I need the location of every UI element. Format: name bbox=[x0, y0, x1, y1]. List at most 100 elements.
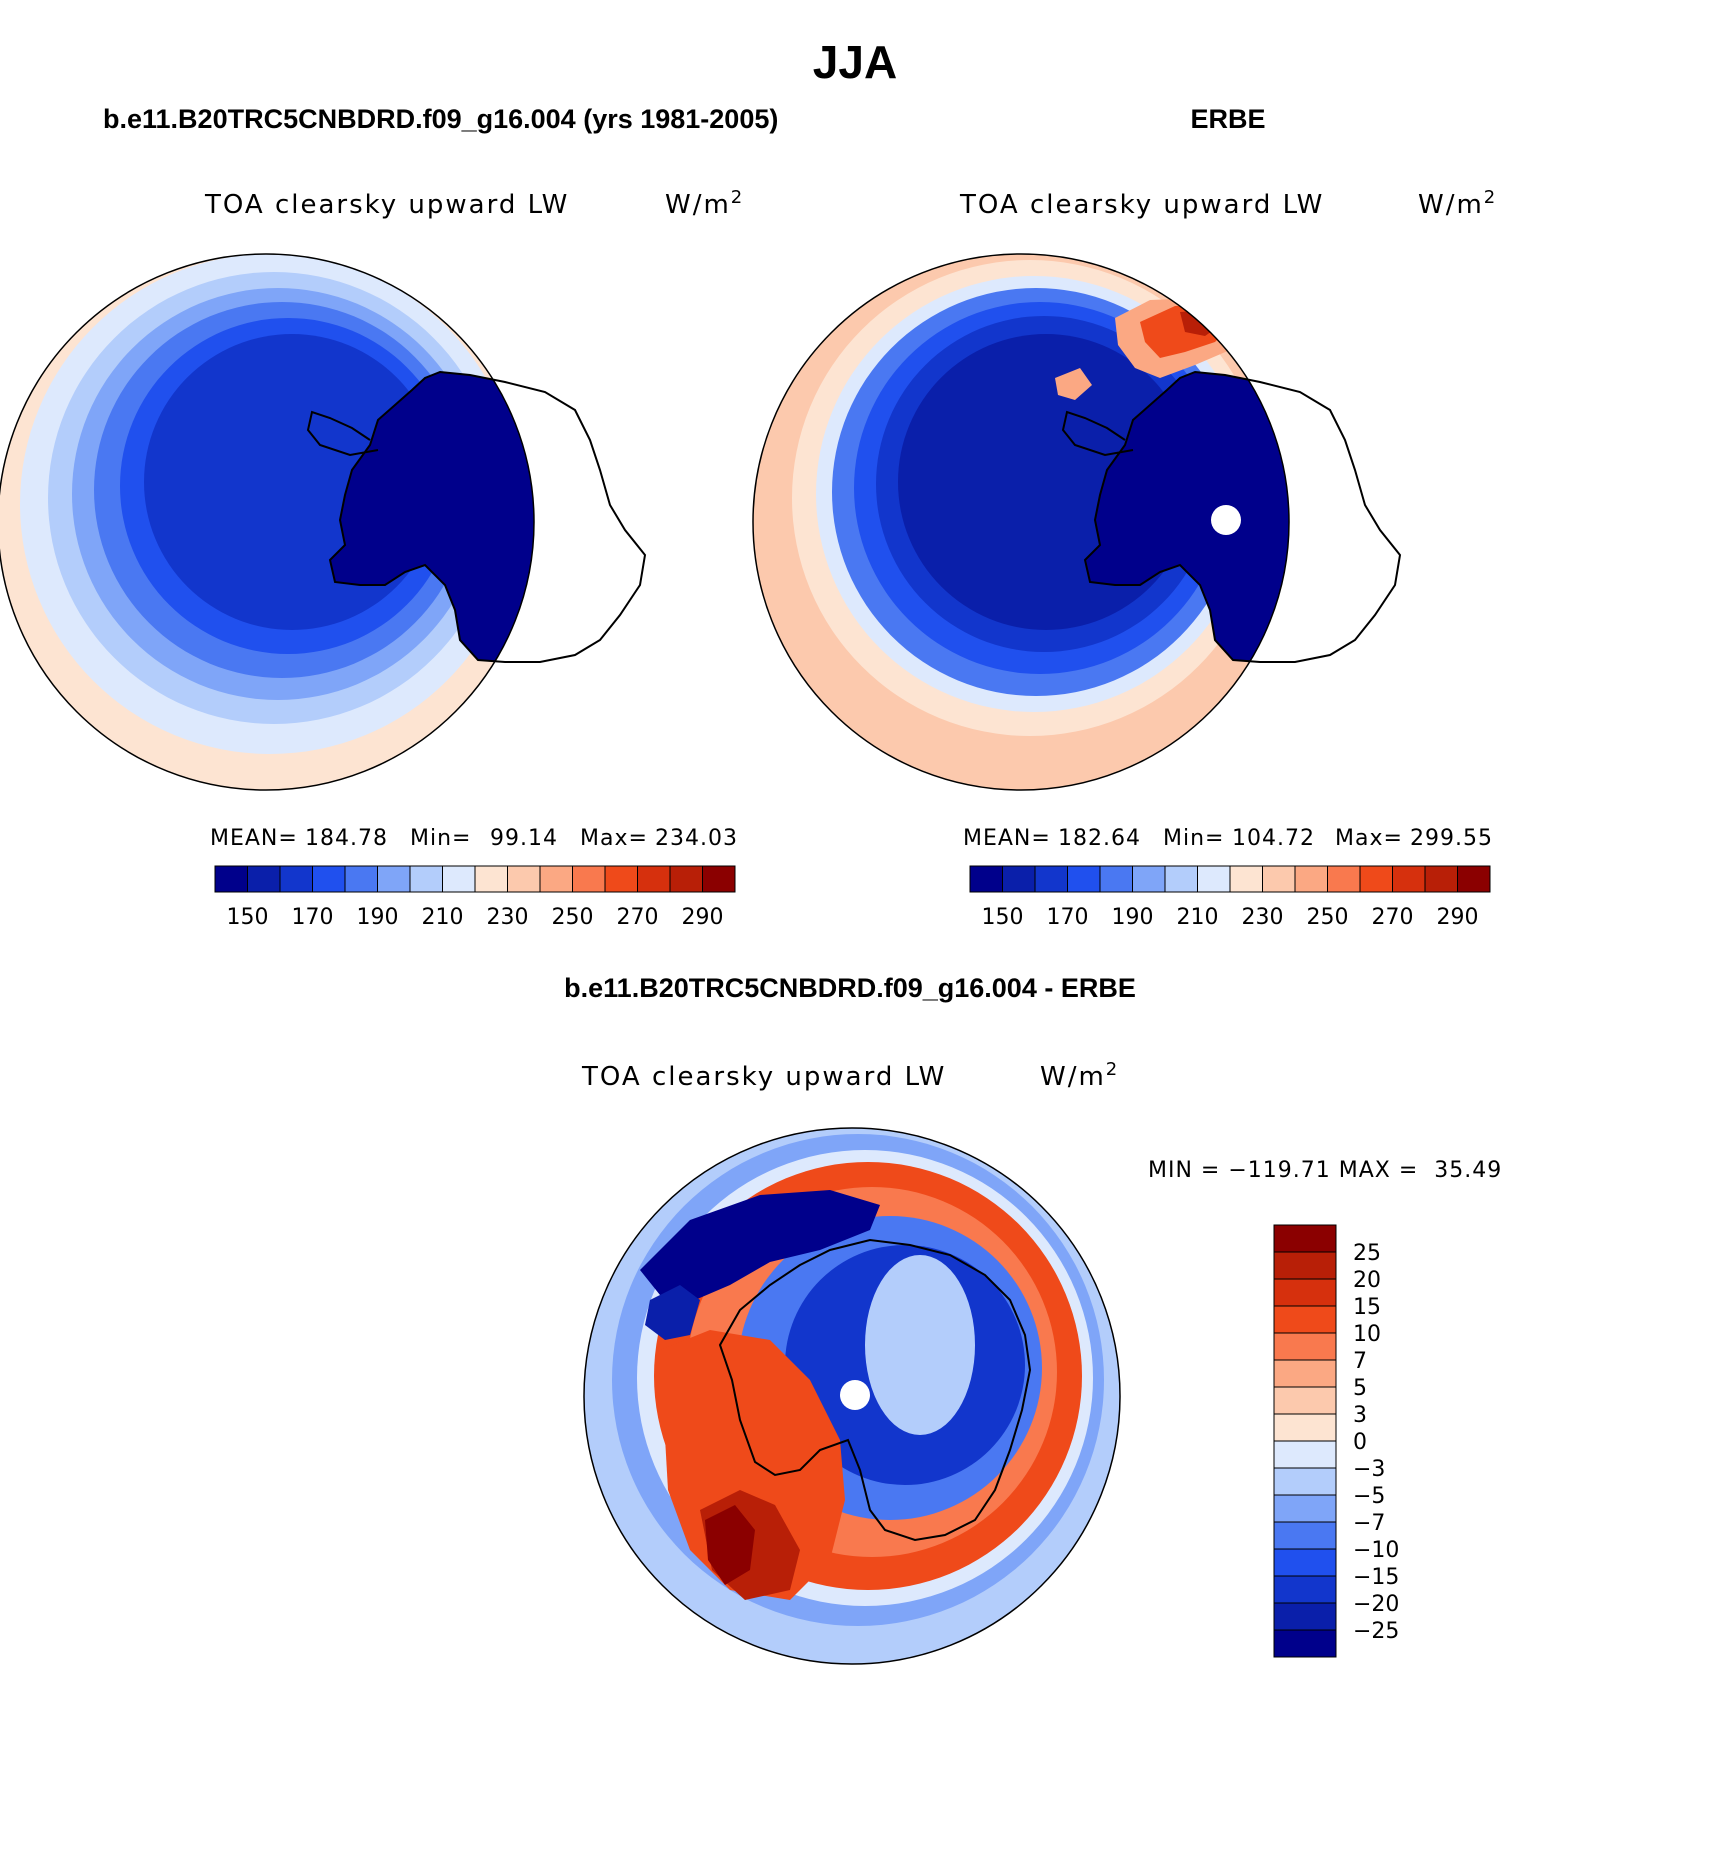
colorbar-obs-tick-label: 210 bbox=[1177, 905, 1219, 930]
colorbar-model-tick-label: 190 bbox=[357, 905, 399, 930]
colorbar-diff-swatch bbox=[1273, 1305, 1337, 1334]
panel-model-units-base: W/m bbox=[665, 190, 731, 220]
panel-model-title: b.e11.B20TRC5CNBDRD.f09_g16.004 (yrs 198… bbox=[103, 104, 778, 134]
colorbar-model-tick-label: 230 bbox=[487, 905, 529, 930]
colorbar-diff-tick-label: 25 bbox=[1353, 1241, 1381, 1266]
colorbar-diff-swatch bbox=[1273, 1413, 1337, 1442]
panel-obs-min: 104.72 bbox=[1232, 826, 1315, 851]
map-obs-warm-blob-core bbox=[1180, 310, 1225, 336]
colorbar-diff-swatch bbox=[1273, 1386, 1337, 1415]
colorbar-model-swatch bbox=[604, 865, 638, 893]
colorbar-obs-tick-label: 290 bbox=[1437, 905, 1479, 930]
colorbar-diff-tick-label: 10 bbox=[1353, 1322, 1381, 1347]
panel-obs-mean-label: MEAN= bbox=[963, 826, 1051, 851]
colorbar-diff-tick-label: −25 bbox=[1353, 1619, 1399, 1644]
colorbar-model-swatch bbox=[507, 865, 541, 893]
map-diff-coastline bbox=[718, 1238, 1032, 1542]
map-obs-border bbox=[752, 253, 1290, 791]
map-diff-warm-blob-core bbox=[705, 1505, 755, 1585]
panel-obs-units: W/m2 bbox=[1418, 187, 1497, 220]
colorbar-obs-swatch bbox=[1034, 865, 1068, 893]
panel-diff: b.e11.B20TRC5CNBDRD.f09_g16.004 - ERBE T… bbox=[564, 973, 1502, 1665]
colorbar-obs-swatch bbox=[1002, 865, 1036, 893]
colorbar-obs-swatch bbox=[1359, 865, 1393, 893]
panel-diff-units-exp: 2 bbox=[1106, 1059, 1119, 1080]
panel-obs-variable: TOA clearsky upward LW bbox=[959, 190, 1324, 220]
panel-model-min-label: Min= bbox=[410, 826, 471, 851]
colorbar-model-tick-label: 150 bbox=[227, 905, 269, 930]
panel-model: b.e11.B20TRC5CNBDRD.f09_g16.004 (yrs 198… bbox=[0, 104, 778, 930]
colorbar-diff-tick-label: 7 bbox=[1353, 1349, 1367, 1374]
colorbar-diff-tick-label: 5 bbox=[1353, 1376, 1367, 1401]
colorbar-model-swatch bbox=[344, 865, 378, 893]
colorbar-diff-swatch bbox=[1273, 1494, 1337, 1523]
map-obs-coastline bbox=[1061, 370, 1402, 663]
panel-diff-variable: TOA clearsky upward LW bbox=[581, 1062, 946, 1092]
panel-obs-units-base: W/m bbox=[1418, 190, 1484, 220]
colorbar-obs-swatch bbox=[1132, 865, 1166, 893]
colorbar-model-swatch bbox=[279, 865, 313, 893]
map-obs-warm-spot bbox=[1055, 368, 1092, 400]
panel-obs-mean: 182.64 bbox=[1058, 826, 1141, 851]
colorbar-obs-tick-label: 190 bbox=[1112, 905, 1154, 930]
figure-title: JJA bbox=[813, 36, 897, 88]
panel-diff-stats: MIN = −119.71 MAX = 35.49 bbox=[1148, 1158, 1502, 1183]
colorbar-model-swatch bbox=[377, 865, 411, 893]
colorbar-obs-tick-label: 230 bbox=[1242, 905, 1284, 930]
colorbar-diff-tick-label: −5 bbox=[1353, 1484, 1385, 1509]
panel-diff-units: W/m2 bbox=[1040, 1059, 1119, 1092]
colorbar-model-swatch bbox=[442, 865, 476, 893]
colorbar-diff-swatch bbox=[1273, 1467, 1337, 1496]
panel-obs-title: ERBE bbox=[1190, 104, 1265, 134]
colorbar-model-swatch bbox=[669, 865, 703, 893]
panel-model-max: 234.03 bbox=[655, 826, 738, 851]
colorbar-obs-swatch bbox=[1099, 865, 1133, 893]
map-obs-antarctica-fill bbox=[1085, 372, 1289, 662]
colorbar-obs-swatch bbox=[1294, 865, 1328, 893]
colorbar-diff-swatch bbox=[1273, 1548, 1337, 1577]
map-obs-pole-hole bbox=[1211, 505, 1241, 535]
colorbar-model-swatch bbox=[539, 865, 573, 893]
map-obs bbox=[753, 254, 1289, 790]
panel-model-units: W/m2 bbox=[665, 187, 744, 220]
colorbar-obs-swatch bbox=[1197, 865, 1231, 893]
colorbar-diff-swatch bbox=[1273, 1278, 1337, 1307]
colorbar-model-swatch bbox=[702, 865, 736, 893]
map-diff-cold-blob-core bbox=[640, 1190, 880, 1300]
colorbar-diff-tick-label: 15 bbox=[1353, 1295, 1381, 1320]
panel-obs-max: 299.55 bbox=[1410, 826, 1493, 851]
colorbar-model: 150 170 190 210 230 250 270 290 bbox=[214, 865, 736, 930]
colorbar-obs-swatch bbox=[1457, 865, 1491, 893]
colorbar-obs-swatch bbox=[1392, 865, 1426, 893]
colorbar-diff-swatch bbox=[1273, 1332, 1337, 1361]
colorbar-obs-swatch bbox=[969, 865, 1003, 893]
colorbar-model-swatch bbox=[312, 865, 346, 893]
colorbar-obs-tick-label: 270 bbox=[1372, 905, 1414, 930]
panel-model-units-exp: 2 bbox=[731, 187, 744, 208]
map-model-antarctica-fill bbox=[330, 372, 534, 662]
colorbar-model-tick-label: 270 bbox=[617, 905, 659, 930]
colorbar-model-swatch bbox=[409, 865, 443, 893]
colorbar-model-swatch bbox=[214, 865, 248, 893]
map-diff-border bbox=[583, 1127, 1121, 1665]
colorbar-diff-swatch bbox=[1273, 1224, 1337, 1253]
colorbar-model-swatch bbox=[247, 865, 281, 893]
colorbar-obs-swatch bbox=[1424, 865, 1458, 893]
colorbar-model-tick-label: 170 bbox=[292, 905, 334, 930]
colorbar-obs-swatch bbox=[1229, 865, 1263, 893]
panel-model-mean: 184.78 bbox=[305, 826, 388, 851]
colorbar-obs-swatch bbox=[1327, 865, 1361, 893]
colorbar-obs-tick-label: 150 bbox=[982, 905, 1024, 930]
panel-model-stats: MEAN= 184.78 Min= 99.14 Max= 234.03 bbox=[210, 826, 738, 851]
panel-obs-stats: MEAN= 182.64 Min= 104.72 Max= 299.55 bbox=[963, 826, 1493, 851]
panel-diff-units-base: W/m bbox=[1040, 1062, 1106, 1092]
colorbar-diff-tick-label: −20 bbox=[1353, 1592, 1399, 1617]
panel-obs-units-exp: 2 bbox=[1484, 187, 1497, 208]
map-diff-interior-light bbox=[865, 1255, 975, 1435]
colorbar-diff-tick-label: −7 bbox=[1353, 1511, 1385, 1536]
colorbar-diff-tick-label: 20 bbox=[1353, 1268, 1381, 1293]
panel-model-mean-label: MEAN= bbox=[210, 826, 298, 851]
colorbar-obs: 150 170 190 210 230 250 270 290 bbox=[969, 865, 1491, 930]
colorbar-diff-swatch bbox=[1273, 1251, 1337, 1280]
